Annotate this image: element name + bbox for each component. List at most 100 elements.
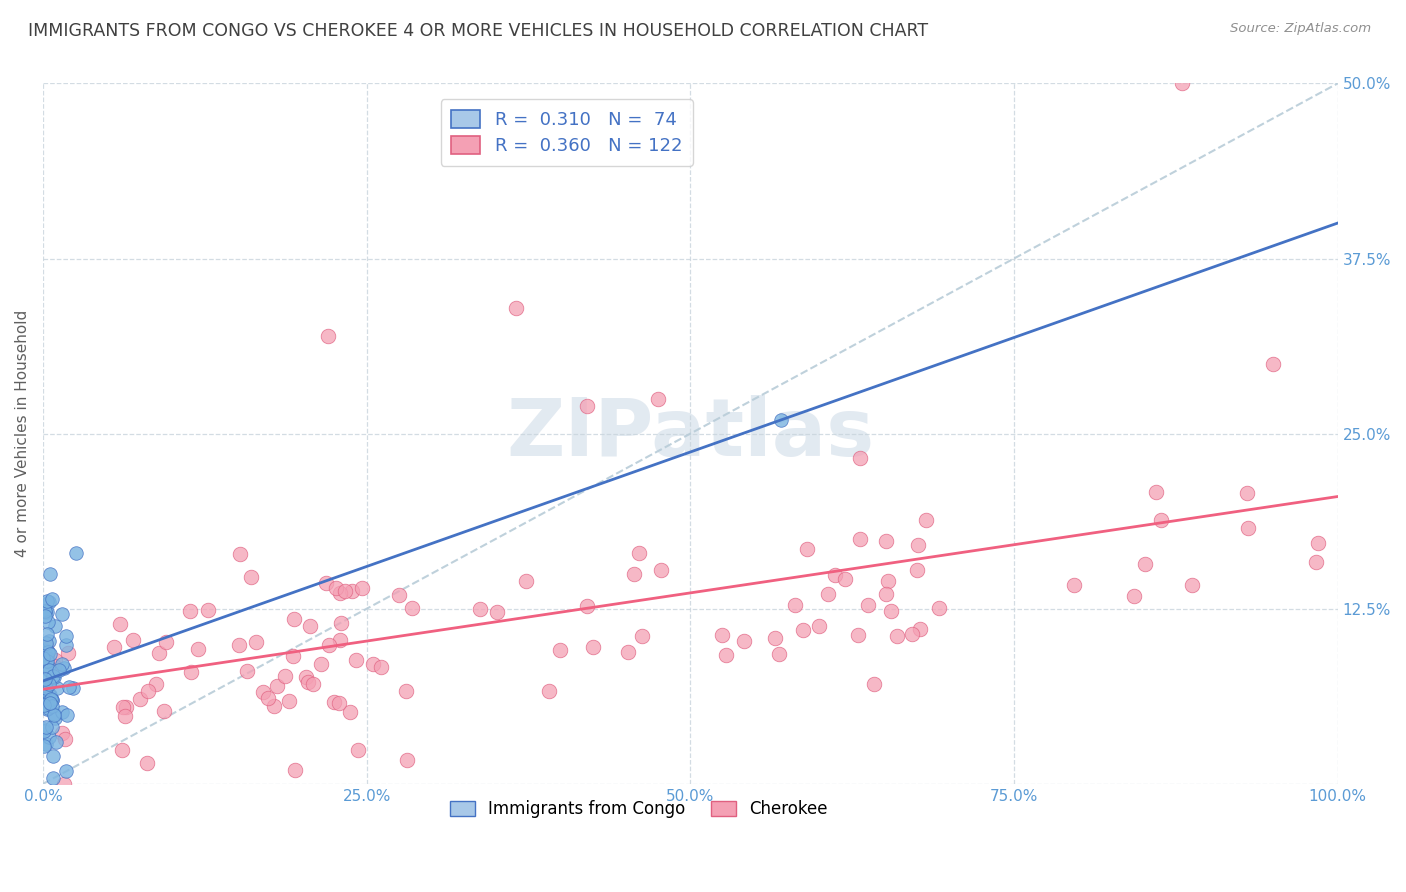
Point [55, 629, 77, 643]
Point [1150, 513, 1173, 527]
Point [252, 685, 274, 699]
Point [37, 594, 59, 608]
Point [328, 696, 350, 710]
Point [53, 731, 76, 746]
Point [37, 697, 59, 711]
Point [103, 640, 125, 654]
Point [45, 735, 67, 749]
Point [768, 647, 790, 661]
Point [32, 692, 55, 706]
Point [880, 604, 903, 618]
Point [35, 720, 58, 734]
Point [1236, 521, 1258, 535]
Point [848, 628, 870, 642]
Point [39, 647, 62, 661]
Point [41, 592, 63, 607]
Point [763, 631, 786, 645]
Point [278, 694, 301, 708]
Point [858, 598, 880, 612]
Point [339, 705, 361, 719]
Point [582, 640, 605, 654]
Point [650, 563, 672, 577]
Point [298, 619, 321, 633]
Point [733, 634, 755, 648]
Text: Source: ZipAtlas.com: Source: ZipAtlas.com [1230, 22, 1371, 36]
Point [65, 546, 87, 560]
Point [505, 301, 527, 315]
Point [37, 626, 59, 640]
Point [44, 619, 66, 633]
Point [834, 572, 856, 586]
Point [41, 720, 63, 734]
Point [281, 648, 304, 663]
Point [575, 399, 598, 413]
Y-axis label: 4 or more Vehicles in Household: 4 or more Vehicles in Household [15, 310, 30, 558]
Point [153, 704, 176, 718]
Point [1171, 77, 1194, 91]
Point [807, 619, 830, 633]
Point [35, 673, 58, 687]
Point [329, 632, 352, 647]
Point [876, 574, 898, 588]
Point [257, 691, 280, 706]
Point [647, 392, 669, 406]
Point [46, 681, 69, 696]
Point [905, 563, 928, 577]
Point [274, 669, 297, 683]
Point [908, 622, 931, 636]
Point [395, 684, 418, 698]
Point [468, 601, 491, 615]
Point [283, 612, 305, 626]
Point [297, 675, 319, 690]
Point [32, 723, 55, 737]
Point [229, 548, 252, 562]
Point [862, 677, 884, 691]
Point [875, 587, 897, 601]
Point [32, 683, 55, 698]
Point [38, 677, 60, 691]
Point [329, 615, 352, 630]
Point [145, 677, 167, 691]
Point [55, 639, 77, 653]
Point [42, 772, 65, 786]
Point [42, 706, 65, 721]
Point [1236, 486, 1258, 500]
Point [155, 635, 177, 649]
Point [41, 692, 63, 706]
Point [266, 679, 288, 693]
Point [316, 328, 339, 343]
Point [347, 743, 370, 757]
Point [34, 737, 56, 751]
Point [309, 657, 332, 672]
Point [901, 627, 924, 641]
Point [35, 636, 58, 650]
Point [37, 689, 59, 703]
Point [35, 701, 58, 715]
Point [710, 627, 733, 641]
Point [56, 708, 79, 723]
Point [323, 695, 346, 709]
Point [344, 653, 367, 667]
Point [318, 638, 340, 652]
Point [370, 659, 392, 673]
Point [35, 679, 58, 693]
Point [58, 680, 80, 694]
Point [34, 723, 56, 738]
Point [42, 669, 65, 683]
Point [53, 660, 76, 674]
Point [115, 699, 138, 714]
Point [325, 581, 347, 595]
Point [849, 451, 872, 466]
Point [42, 748, 65, 763]
Point [35, 660, 58, 674]
Point [32, 642, 55, 657]
Point [263, 699, 285, 714]
Point [395, 753, 418, 767]
Point [38, 567, 60, 582]
Point [197, 603, 219, 617]
Point [32, 698, 55, 712]
Point [51, 607, 73, 621]
Point [51, 657, 73, 671]
Point [38, 696, 60, 710]
Point [35, 681, 58, 696]
